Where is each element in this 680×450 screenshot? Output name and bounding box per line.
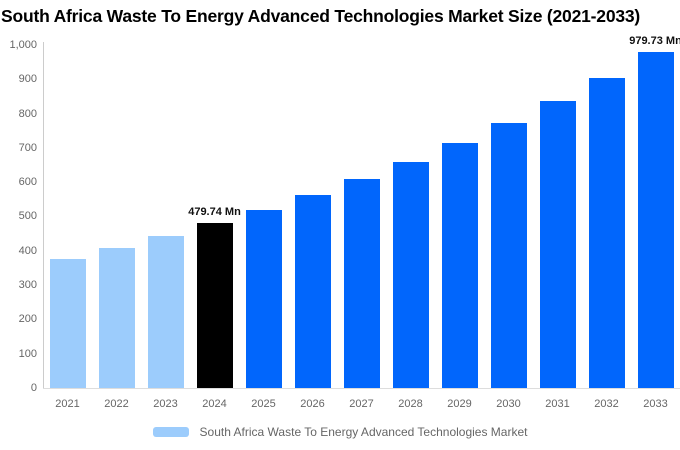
bar-cell-2031 bbox=[533, 45, 582, 388]
y-axis-tick-label: 900 bbox=[18, 73, 37, 86]
x-axis-label-2027: 2027 bbox=[349, 398, 374, 410]
data-label-2024: 479.74 Mn bbox=[188, 206, 241, 219]
data-label-2033: 979.73 Mn bbox=[629, 35, 680, 47]
bars-row: 479.74 Mn 979.73 Mn bbox=[43, 35, 680, 388]
bar-cell-2025 bbox=[239, 45, 288, 388]
legend-swatch[interactable] bbox=[152, 427, 189, 437]
legend-label[interactable]: South Africa Waste To Energy Advanced Te… bbox=[199, 425, 528, 439]
y-axis-line bbox=[43, 42, 44, 388]
x-axis-label-2025: 2025 bbox=[251, 398, 276, 410]
x-axis-line bbox=[43, 388, 680, 389]
y-axis-tick-label: 300 bbox=[18, 279, 37, 292]
bar-cell-2024: 479.74 Mn bbox=[188, 45, 241, 388]
bar-2021 bbox=[49, 259, 86, 388]
x-axis-labels: 2021 2022 2023 2024 2025 2026 2027 2028 2029 2030… bbox=[43, 398, 680, 410]
x-axis-label-2030: 2030 bbox=[496, 398, 521, 410]
bar-2022 bbox=[98, 248, 135, 388]
bar-cell-2028 bbox=[386, 45, 435, 388]
x-axis-label-2023: 2023 bbox=[153, 398, 178, 410]
bar-cell-2023 bbox=[141, 45, 190, 388]
bar-2033 bbox=[637, 52, 674, 388]
y-axis-tick-label: 1,000 bbox=[9, 39, 37, 51]
x-axis-label-2028: 2028 bbox=[398, 398, 423, 410]
bar-2026 bbox=[294, 195, 331, 388]
x-axis-label-2022: 2022 bbox=[104, 398, 129, 410]
x-axis-label-2021: 2021 bbox=[55, 398, 80, 410]
x-axis-label-2033: 2033 bbox=[643, 398, 668, 410]
bar-2025 bbox=[245, 210, 282, 388]
y-axis-tick-label: 700 bbox=[18, 141, 37, 154]
bar-cell-2026 bbox=[288, 45, 337, 388]
y-axis-tick-label: 500 bbox=[18, 210, 37, 223]
bar-cell-2021 bbox=[43, 45, 92, 388]
bar-cell-2022 bbox=[92, 45, 141, 388]
bar-2030 bbox=[490, 123, 527, 388]
bar-2024 bbox=[196, 223, 233, 388]
bar-2023 bbox=[147, 236, 184, 388]
bar-cell-2033: 979.73 Mn bbox=[629, 35, 680, 388]
x-axis-label-2029: 2029 bbox=[447, 398, 472, 410]
y-axis-tick-label: 100 bbox=[18, 347, 37, 360]
bar-cell-2029 bbox=[435, 45, 484, 388]
bar-2028 bbox=[392, 162, 429, 388]
x-axis-label-2024: 2024 bbox=[202, 398, 227, 410]
y-axis-tick-label: 600 bbox=[18, 176, 37, 189]
bar-2032 bbox=[588, 77, 625, 388]
y-axis: 1,000 900 800 700 600 500 400 300 200 100 0 bbox=[0, 39, 37, 394]
y-axis-tick-label: 800 bbox=[18, 107, 37, 120]
y-axis-tick-label: 200 bbox=[18, 313, 37, 326]
bar-cell-2030 bbox=[484, 45, 533, 388]
chart-title: South Africa Waste To Energy Advanced Te… bbox=[1, 6, 641, 26]
bar-cell-2027 bbox=[337, 45, 386, 388]
y-axis-tick-label: 400 bbox=[18, 244, 37, 257]
legend[interactable]: South Africa Waste To Energy Advanced Te… bbox=[0, 425, 680, 439]
x-axis-label-2031: 2031 bbox=[545, 398, 570, 410]
bar-cell-2032 bbox=[582, 45, 631, 388]
x-axis-label-2026: 2026 bbox=[300, 398, 325, 410]
bar-2027 bbox=[343, 179, 380, 388]
x-axis-label-2032: 2032 bbox=[594, 398, 619, 410]
y-axis-tick-label: 0 bbox=[30, 381, 37, 394]
bar-2031 bbox=[539, 101, 576, 388]
bar-2029 bbox=[441, 143, 478, 388]
